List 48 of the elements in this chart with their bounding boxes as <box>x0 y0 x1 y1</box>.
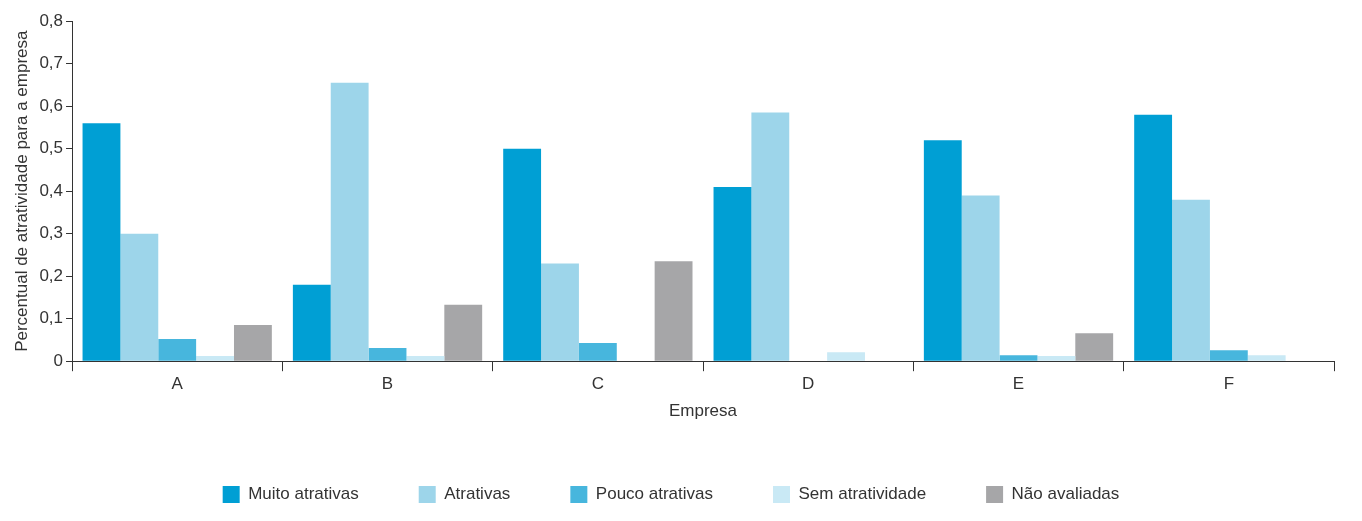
bar <box>292 284 331 361</box>
y-tick-label: 0,2 <box>39 265 64 285</box>
x-tick-label: D <box>802 374 815 394</box>
x-axis-title: Empresa <box>669 401 738 421</box>
bar <box>503 148 542 361</box>
bar <box>1075 333 1114 361</box>
bar <box>196 356 234 361</box>
bar <box>999 355 1038 361</box>
y-tick-label: 0,1 <box>39 308 64 328</box>
bar <box>1209 350 1248 361</box>
bar <box>330 82 369 361</box>
y-tick-label: 0,4 <box>39 180 64 200</box>
bar <box>578 342 617 361</box>
bar <box>233 325 272 361</box>
bar <box>120 233 159 361</box>
y-tick-label: 0,5 <box>39 138 64 158</box>
bar <box>961 195 1000 361</box>
legend-label: Atrativas <box>444 484 511 504</box>
y-tick-label: 0 <box>53 350 64 370</box>
bar <box>923 140 962 361</box>
legend-label: Sem atratividade <box>798 484 927 504</box>
bar <box>1134 114 1173 361</box>
x-tick-label: A <box>171 374 184 394</box>
y-tick-label: 0,6 <box>39 95 64 115</box>
y-tick-label: 0,7 <box>39 53 64 73</box>
bar <box>406 356 445 361</box>
x-tick-label: E <box>1012 374 1025 394</box>
y-tick-label: 0,8 <box>39 10 64 30</box>
x-tick-label: C <box>591 374 604 394</box>
legend-label: Pouco atrativas <box>595 484 714 504</box>
x-tick-label: F <box>1223 374 1235 394</box>
bar <box>713 186 752 361</box>
x-tick-label: B <box>381 374 394 394</box>
bar <box>654 261 693 361</box>
bar <box>1037 356 1076 361</box>
bar <box>751 112 790 361</box>
bar <box>368 348 407 361</box>
bar <box>158 339 197 361</box>
legend-label: Não avaliadas <box>1011 484 1120 504</box>
bar <box>1172 199 1210 361</box>
bar <box>1247 355 1286 361</box>
bar <box>82 123 121 361</box>
bar <box>541 263 579 361</box>
bar <box>444 304 483 361</box>
y-tick-label: 0,3 <box>39 223 64 243</box>
legend-label: Muito atrativas <box>248 484 359 504</box>
bar <box>827 352 865 361</box>
y-axis-title: Percentual de atratividade para a empresa <box>11 30 31 352</box>
